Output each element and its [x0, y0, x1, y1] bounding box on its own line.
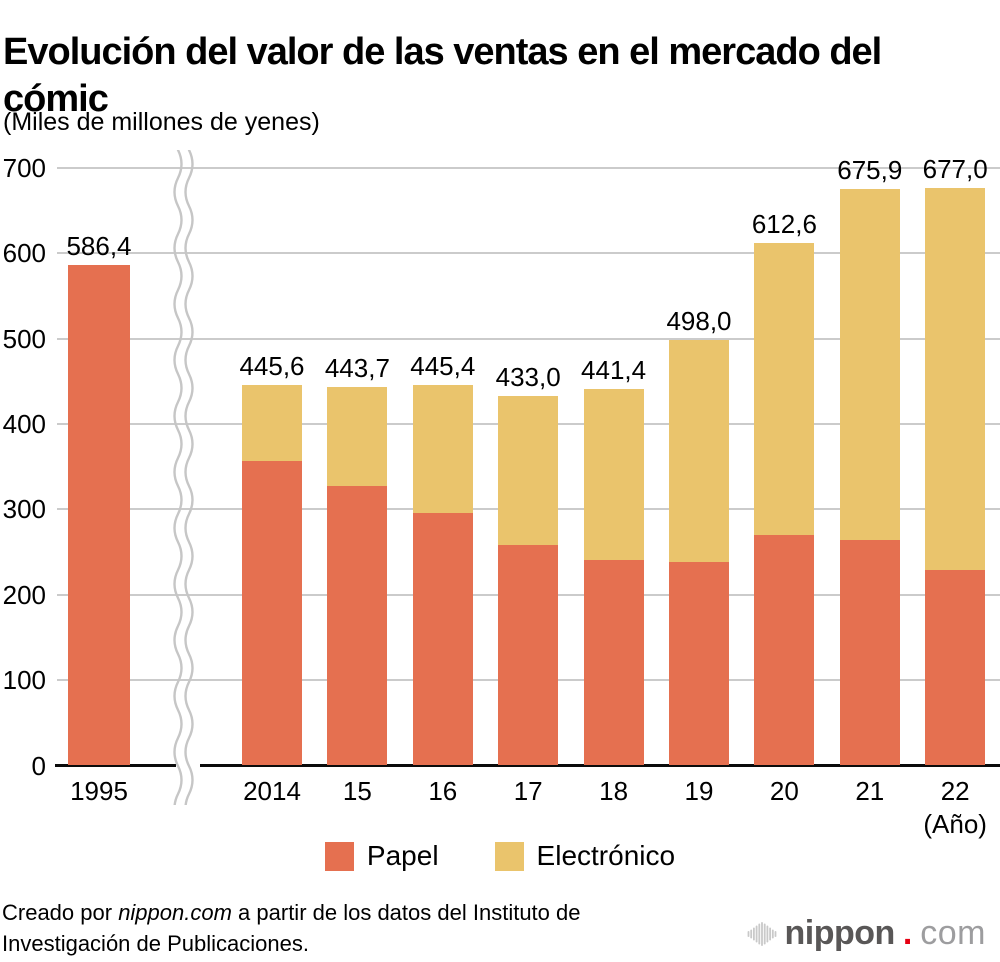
legend-label-electronico: Electrónico — [536, 840, 676, 871]
bar-segment-electrónico-19 — [669, 340, 729, 562]
chart-unit-subtitle: (Miles de millones de yenes) — [3, 108, 320, 136]
legend-item-electronico: Electrónico — [494, 840, 676, 872]
y-tick-label: 600 — [2, 238, 46, 269]
gridline-700 — [57, 167, 1000, 169]
bar-segment-electrónico-20 — [754, 242, 815, 535]
bar-segment-papel-17 — [498, 545, 559, 766]
bar-segment-electrónico-21 — [839, 188, 900, 540]
bar-value-label-21: 675,9 — [837, 154, 903, 185]
source-credit: Creado por nippon.com a partir de los da… — [2, 898, 642, 960]
y-tick-label: 500 — [2, 323, 46, 354]
bar-segment-electrónico-17 — [498, 395, 559, 545]
y-tick-label: 0 — [31, 750, 46, 781]
source-credit-suffix: a partir de los datos del Instituto de I… — [2, 900, 581, 956]
x-tick-label-16: 16 — [428, 775, 458, 806]
x-tick-label-17: 17 — [513, 775, 543, 806]
gridline-600 — [57, 252, 1000, 255]
x-tick-label-21: 21 — [855, 775, 885, 806]
bar-value-label-19: 498,0 — [666, 306, 732, 337]
bar-value-label-22: 677,0 — [922, 153, 988, 184]
logo-tld: com — [920, 914, 986, 952]
gridline-500 — [57, 337, 1000, 340]
x-tick-label-1995: 1995 — [70, 775, 128, 806]
x-tick-label-19: 19 — [684, 775, 714, 806]
legend-label-papel: Papel — [366, 840, 439, 871]
bar-segment-electrónico-15 — [327, 386, 388, 487]
x-axis-unit-label: (Año) — [923, 808, 987, 839]
bar-segment-papel-15 — [327, 486, 388, 766]
bar-value-label-20: 612,6 — [751, 208, 817, 239]
x-tick-label-22: 22 — [940, 775, 970, 806]
y-tick-label: 300 — [2, 494, 46, 525]
x-tick-label-15: 15 — [342, 775, 372, 806]
bar-segment-papel-22 — [925, 569, 986, 766]
bar-segment-papel-2014 — [242, 460, 302, 766]
bar-value-label-17: 433,0 — [495, 361, 561, 392]
bar-value-label-2014: 445,6 — [239, 351, 305, 382]
bar-segment-papel-19 — [669, 561, 729, 766]
legend: Papel Electrónico — [0, 840, 1000, 872]
x-axis-line-2 — [200, 764, 1000, 767]
bar-segment-papel-21 — [839, 539, 900, 766]
legend-item-papel: Papel — [324, 840, 439, 872]
y-tick-label: 200 — [2, 579, 46, 610]
bar-segment-papel-18 — [583, 559, 644, 766]
bar-value-label-15: 443,7 — [324, 352, 390, 383]
x-tick-label-2014: 2014 — [243, 775, 301, 806]
y-tick-label: 400 — [2, 409, 46, 440]
x-tick-label-20: 20 — [769, 775, 799, 806]
soundwave-icon — [747, 921, 776, 946]
bar-segment-papel-16 — [412, 512, 473, 766]
bar-value-label-18: 441,4 — [581, 354, 647, 385]
source-credit-brand: nippon.com — [118, 900, 232, 925]
bar-segment-electrónico-18 — [583, 388, 644, 560]
nippon-logo: nippon. com — [747, 914, 986, 953]
y-tick-label: 700 — [2, 153, 46, 183]
bar-segment-electrónico-16 — [412, 385, 473, 513]
bar-value-label-16: 445,4 — [410, 351, 476, 382]
logo-dot: . — [902, 914, 913, 952]
bar-value-label-1995: 586,4 — [66, 230, 132, 261]
chart-title: Evolución del valor de las ventas en el … — [3, 31, 882, 120]
x-axis-line-1 — [55, 764, 176, 767]
y-tick-label: 100 — [2, 665, 46, 696]
x-tick-label-18: 18 — [599, 775, 629, 806]
legend-swatch-electronico — [494, 841, 524, 871]
source-credit-prefix: Creado por — [2, 900, 119, 925]
bar-segment-electrónico-2014 — [242, 385, 302, 461]
bar-segment-papel-1995 — [68, 264, 130, 766]
bar-segment-electrónico-22 — [925, 187, 986, 570]
axis-break-squiggle — [173, 150, 194, 805]
legend-swatch-papel — [324, 841, 354, 871]
logo-wordmark: nippon — [784, 914, 896, 952]
bar-segment-papel-20 — [754, 534, 815, 766]
